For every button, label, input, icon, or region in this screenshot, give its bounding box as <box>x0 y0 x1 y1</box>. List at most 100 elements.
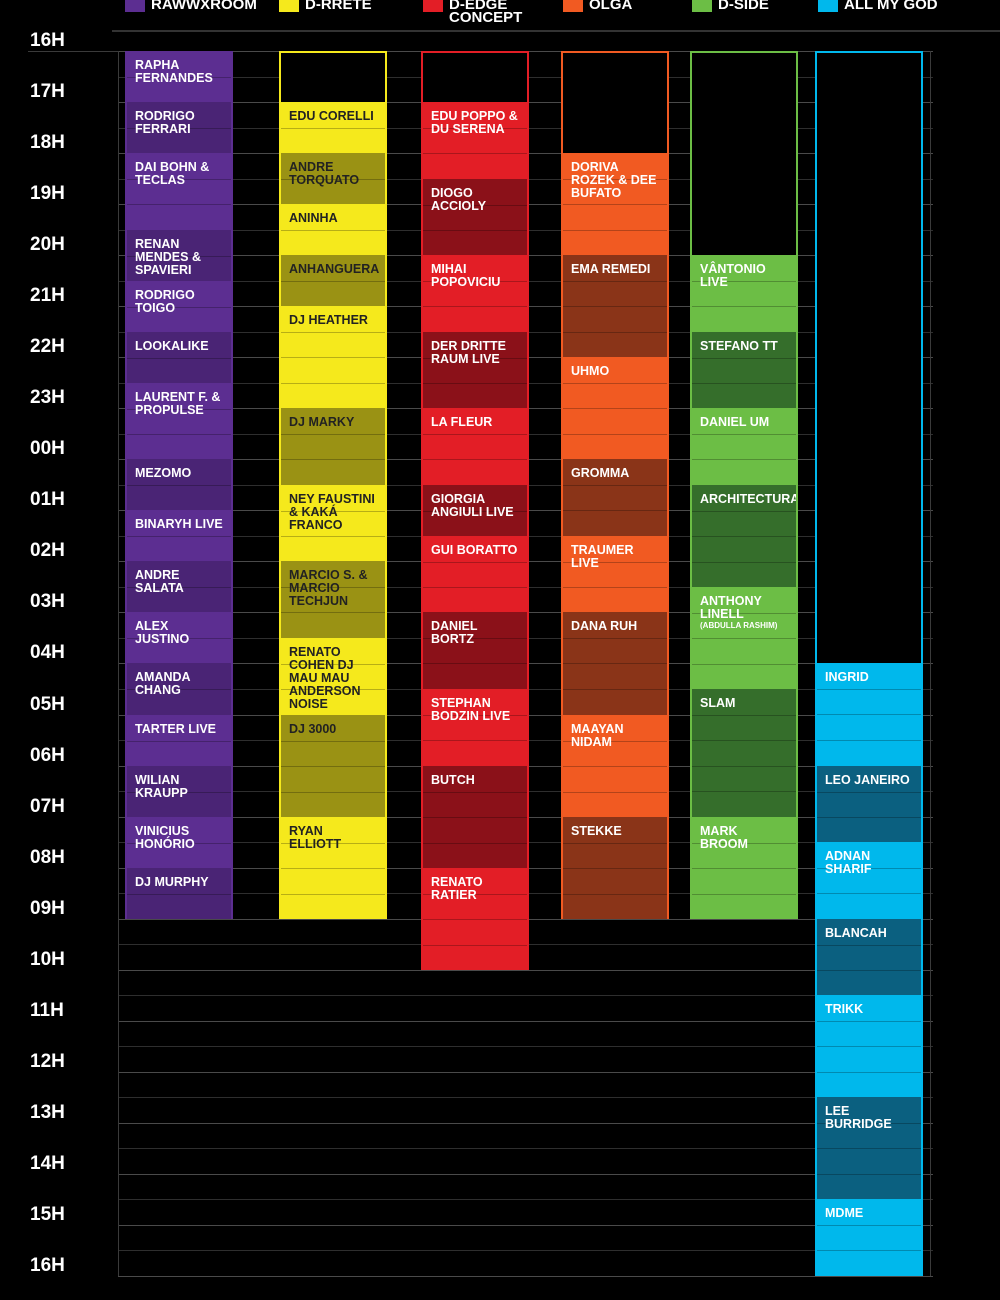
slot-block[interactable]: MAAYAN NIDAM <box>563 714 667 817</box>
slot-block[interactable]: ANINHA <box>281 204 385 256</box>
slot-block[interactable]: BINARYH LIVE <box>127 510 231 562</box>
artist-name: EMA REMEDI <box>571 263 659 276</box>
slot-block[interactable]: LAURENT F. & PROPULSE <box>127 382 231 460</box>
slot-block[interactable]: DER DRITTE RAUM LIVE <box>423 331 527 409</box>
slot-block[interactable]: MEZOMO <box>127 459 231 511</box>
slot-block[interactable]: EMA REMEDI <box>563 255 667 358</box>
slot-block[interactable]: EDU CORELLI <box>281 102 385 154</box>
slot-block[interactable]: DANA RUH <box>563 612 667 715</box>
slot-block[interactable]: LOOKALIKE <box>127 331 231 383</box>
slot-block[interactable]: RENATO COHEN DJ MAU MAU ANDERSON NOISE <box>281 637 385 715</box>
slot-block[interactable]: STEKKE <box>563 816 667 919</box>
slot-block[interactable]: GROMMA <box>563 459 667 536</box>
artist-name: EDU POPPO & DU SERENA <box>431 110 519 136</box>
artist-label: ARCHITECTURAL <box>700 491 796 506</box>
artist-name: DANIEL UM <box>700 416 788 429</box>
slot-block[interactable]: DORIVA ROZEK & DEE BUFATO <box>563 153 667 256</box>
slot-block[interactable]: ALEX JUSTINO <box>127 612 231 664</box>
slot-block[interactable]: ANDRE TORQUATO <box>281 153 385 205</box>
slot-block[interactable]: DJ MARKY <box>281 408 385 485</box>
grid-edge <box>930 51 931 1276</box>
artist-label: LAURENT F. & PROPULSE <box>135 389 221 417</box>
slot-block[interactable]: NEY FAUSTINI & KAKÁ FRANCO <box>281 484 385 562</box>
slot-block[interactable]: EDU POPPO & DU SERENA <box>423 102 527 179</box>
slot-gridline <box>423 128 527 130</box>
slot-block[interactable]: RENATO RATIER <box>423 867 527 970</box>
artist-label: BUTCH <box>431 772 475 787</box>
slot-block[interactable]: DANIEL BORTZ <box>423 612 527 689</box>
slot-block[interactable]: WILIAN KRAUPP <box>127 765 231 817</box>
slot-block[interactable]: INGRID <box>817 663 921 766</box>
slot-block[interactable]: VINICIUS HONÓRIO <box>127 816 231 868</box>
slot-block[interactable]: ADNAN SHARIF <box>817 842 921 919</box>
slot-block[interactable]: AMANDA CHANG <box>127 663 231 715</box>
slot-gridline <box>563 586 667 588</box>
slot-block[interactable]: MDME <box>817 1199 921 1276</box>
slot-block[interactable]: DANIEL UM <box>692 408 796 485</box>
slot-gridline <box>281 434 385 436</box>
artist-name: DIOGO ACCIOLY <box>431 186 519 213</box>
slot-block[interactable]: LEE BURRIDGE <box>817 1097 921 1200</box>
artist-label: VINICIUS HONÓRIO <box>135 823 195 851</box>
artist-name: DJ MARKY <box>289 416 377 429</box>
slot-gridline <box>563 893 667 895</box>
grid-line <box>118 1072 933 1073</box>
slot-block[interactable]: RYAN ELLIOTT <box>281 816 385 919</box>
slot-block[interactable]: MARK BROOM <box>692 816 796 919</box>
slot-block[interactable]: DJ 3000 <box>281 714 385 817</box>
slot-block[interactable]: BUTCH <box>423 765 527 868</box>
hour-label: 16H <box>30 1254 65 1276</box>
slot-block[interactable]: STEPHAN BODZIN LIVE <box>423 689 527 766</box>
artist-label: TRIKK <box>825 1002 864 1017</box>
slot-gridline <box>692 893 796 895</box>
slot-gridline <box>817 740 921 742</box>
axis-line <box>28 51 118 52</box>
slot-block[interactable]: BLANCAH <box>817 918 921 996</box>
slot-block[interactable]: DIOGO ACCIOLY <box>423 178 527 256</box>
slot-gridline <box>423 459 527 461</box>
slot-block[interactable]: LA FLEUR <box>423 408 527 485</box>
slot-block[interactable]: DJ MURPHY <box>127 867 231 919</box>
slot-block[interactable]: GIORGIA ANGIULI LIVE <box>423 484 527 536</box>
artist-name: BUTCH <box>431 772 519 787</box>
slot-block[interactable]: ANTHONY LINELL (ABDULLA RASHIM) <box>692 586 796 689</box>
stage-column: EDU POPPO & DU SERENA DIOGO ACCIOLY MIHAI … <box>421 51 529 970</box>
artist-name: ANDRE TORQUATO <box>289 161 377 187</box>
slot-block[interactable]: VÂNTONIO LIVE <box>692 255 796 332</box>
slot-gridline <box>563 510 667 512</box>
slot-gridline <box>281 688 385 690</box>
slot-block[interactable]: TRAUMER LIVE <box>563 535 667 613</box>
slot-block[interactable]: ANDRE SALATA <box>127 561 231 613</box>
artist-name: MARCIO S. & MARCIO TECHJUN <box>289 569 377 608</box>
slot-block[interactable]: SLAM <box>692 689 796 817</box>
artist-label: DANIEL BORTZ <box>431 619 478 647</box>
slot-block[interactable]: RODRIGO FERRARI <box>127 102 231 154</box>
slot-gridline <box>281 612 385 614</box>
slot-block[interactable]: LEO JANEIRO <box>817 765 921 843</box>
slot-block[interactable]: DJ HEATHER <box>281 306 385 409</box>
slot-block[interactable]: DAI BOHN & TECLAS <box>127 153 231 230</box>
slot-block[interactable]: RENAN MENDES & SPAVIERI <box>127 229 231 281</box>
slot-block[interactable]: GUI BORATTO <box>423 535 527 613</box>
artist-name: RODRIGO TOIGO <box>135 288 223 315</box>
slot-block[interactable]: STEFANO TT <box>692 331 796 409</box>
slot-gridline <box>692 842 796 844</box>
artist-label: RODRIGO FERRARI <box>135 109 195 137</box>
slot-block[interactable]: ARCHITECTURAL <box>692 484 796 587</box>
slot-gridline <box>563 740 667 742</box>
slot-block[interactable]: RAPHA FERNANDES <box>127 51 231 103</box>
slot-gridline <box>563 663 667 665</box>
artist-name: LA FLEUR <box>431 416 519 429</box>
slot-block[interactable]: ANHANGUERA <box>281 255 385 307</box>
slot-block[interactable]: TARTER LIVE <box>127 714 231 766</box>
grid-line <box>118 970 933 971</box>
slot-block[interactable]: MIHAI POPOVICIU <box>423 255 527 332</box>
slot-block[interactable]: MARCIO S. & MARCIO TECHJUN <box>281 561 385 638</box>
slot-block[interactable]: TRIKK <box>817 995 921 1098</box>
slot-gridline <box>127 893 231 895</box>
slot-block[interactable]: RODRIGO TOIGO <box>127 280 231 332</box>
slot-block[interactable]: UHMO <box>563 357 667 460</box>
artist-name: LOOKALIKE <box>135 339 223 353</box>
slot-gridline <box>692 382 796 384</box>
hour-label: 17H <box>30 81 65 103</box>
